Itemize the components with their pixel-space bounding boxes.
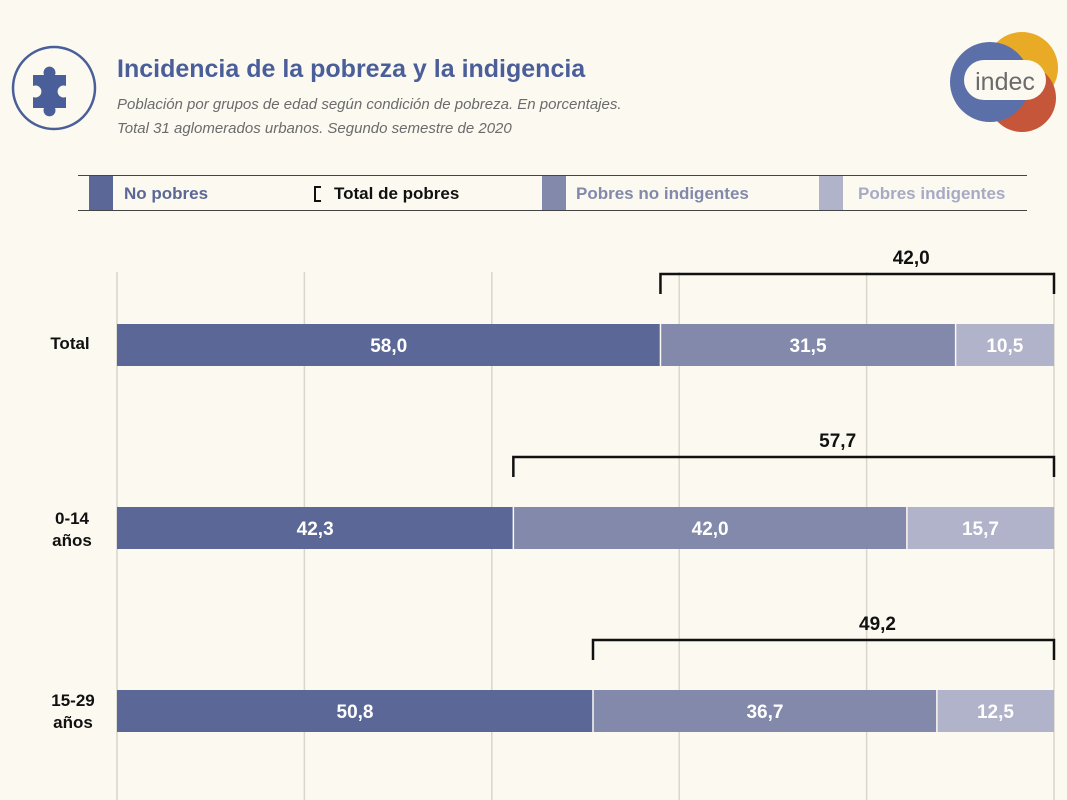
total-pobres-bracket bbox=[659, 272, 1056, 294]
data-label: 42,3 bbox=[297, 519, 334, 540]
legend-label: No pobres bbox=[124, 184, 209, 203]
data-label: 10,5 bbox=[986, 336, 1023, 357]
category-label-line: años bbox=[53, 713, 93, 732]
data-label: 12,5 bbox=[977, 702, 1014, 723]
bar-segment bbox=[117, 324, 661, 366]
bracket-icon bbox=[314, 186, 321, 202]
category-label-line: 15-29 bbox=[51, 691, 95, 710]
bar-segment bbox=[117, 507, 514, 549]
bar-segment bbox=[513, 507, 907, 549]
bar-segment bbox=[660, 324, 956, 366]
total-pobres-bracket bbox=[512, 455, 1056, 477]
data-label: 42,0 bbox=[692, 519, 729, 540]
category-label-line: años bbox=[52, 531, 92, 550]
subtitle-line: Total 31 aglomerados urbanos. Segundo se… bbox=[117, 120, 512, 137]
bar-segment bbox=[592, 690, 937, 732]
category-label: 0-14 años bbox=[40, 508, 104, 552]
chart-title: Incidencia de la pobreza y la indigencia bbox=[117, 55, 586, 83]
bar-segment bbox=[117, 690, 593, 732]
logo-text: indec bbox=[975, 68, 1035, 96]
bar-segment bbox=[936, 690, 1054, 732]
total-pobres-label: 49,2 bbox=[859, 614, 896, 635]
data-label: 58,0 bbox=[370, 336, 407, 357]
legend: No pobres Total de pobres Pobres no indi… bbox=[78, 175, 1027, 211]
legend-swatch bbox=[819, 176, 843, 210]
legend-swatch bbox=[89, 176, 113, 210]
category-label-line: Total bbox=[50, 334, 90, 353]
category-label: 15-29 años bbox=[40, 690, 106, 734]
bar-segment bbox=[906, 507, 1054, 549]
total-pobres-bracket bbox=[591, 638, 1056, 660]
bar-segment bbox=[955, 324, 1054, 366]
legend-swatch bbox=[542, 176, 566, 210]
legend-label: Pobres no indigentes bbox=[576, 184, 749, 203]
data-label: 50,8 bbox=[337, 702, 374, 723]
subtitle-line: Población por grupos de edad según condi… bbox=[117, 96, 622, 113]
chart-subtitle: Población por grupos de edad según condi… bbox=[117, 93, 622, 141]
category-label-line: 0-14 bbox=[54, 509, 90, 528]
data-label: 15,7 bbox=[962, 519, 999, 540]
legend-label: Pobres indigentes bbox=[858, 184, 1006, 203]
puzzle-piece-icon bbox=[11, 45, 97, 131]
legend-label: Total de pobres bbox=[334, 184, 460, 203]
total-pobres-label: 42,0 bbox=[893, 248, 930, 269]
data-label: 36,7 bbox=[746, 702, 783, 723]
category-label: Total bbox=[40, 333, 100, 355]
total-pobres-label: 57,7 bbox=[819, 431, 856, 452]
indec-logo: indec bbox=[950, 32, 1058, 132]
data-label: 31,5 bbox=[790, 336, 827, 357]
